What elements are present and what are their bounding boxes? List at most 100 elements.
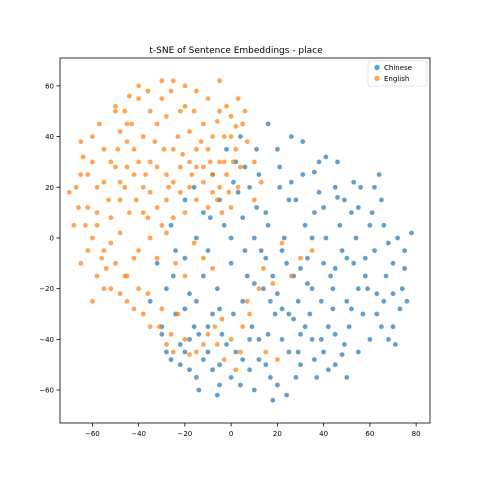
y-tick-label: 0 [50, 234, 54, 242]
data-point-chinese [369, 210, 375, 216]
data-point-english [90, 134, 95, 140]
data-point-chinese [355, 286, 361, 292]
data-point-english [159, 222, 165, 228]
data-point-english [117, 179, 123, 185]
data-point-english [194, 164, 199, 170]
data-point-english [214, 342, 220, 347]
data-point-chinese [362, 255, 368, 261]
data-point-english [124, 164, 130, 170]
data-point-chinese [214, 392, 220, 398]
data-point-chinese [265, 331, 271, 337]
data-point-english [205, 331, 211, 337]
data-point-chinese [217, 362, 223, 368]
data-point-english [140, 311, 146, 317]
data-point-english [164, 172, 169, 178]
data-point-chinese [196, 387, 202, 393]
data-point-chinese [256, 337, 262, 342]
data-point-english [168, 331, 174, 337]
data-point-chinese [379, 324, 384, 330]
data-point-english [131, 146, 137, 152]
data-point-english [182, 210, 188, 216]
data-point-english [240, 121, 246, 127]
data-point-english [140, 210, 146, 216]
data-point-chinese [383, 273, 389, 279]
data-point-chinese [307, 311, 313, 317]
data-point-english [217, 159, 223, 165]
data-point-english [78, 172, 84, 178]
data-point-chinese [397, 306, 403, 312]
data-point-english [198, 139, 204, 145]
data-point-english [147, 189, 153, 195]
data-point-chinese [344, 375, 350, 380]
data-point-chinese [244, 273, 250, 279]
data-point-chinese [379, 197, 384, 203]
data-point-english [117, 230, 123, 236]
data-point-english [201, 342, 206, 347]
data-point-english [164, 197, 169, 203]
data-point-english [226, 189, 232, 195]
data-point-english [170, 215, 176, 221]
data-point-english [275, 357, 280, 362]
data-point-english [201, 121, 206, 127]
data-point-english [115, 146, 121, 152]
data-point-english [189, 172, 195, 178]
data-point-chinese [293, 375, 299, 380]
data-point-chinese [335, 159, 340, 165]
data-point-english [78, 260, 84, 266]
data-point-english [101, 146, 107, 152]
data-point-english [170, 179, 176, 185]
data-point-english [233, 367, 239, 373]
data-point-english [166, 184, 172, 190]
data-point-english [124, 139, 130, 145]
data-point-english [240, 324, 246, 330]
data-point-chinese [300, 172, 306, 178]
data-point-chinese [182, 306, 188, 312]
data-point-chinese [349, 210, 354, 216]
data-point-chinese [238, 382, 243, 388]
data-point-chinese [318, 337, 324, 342]
data-point-english [182, 273, 188, 279]
data-point-english [113, 103, 118, 109]
y-tick-label: −60 [39, 387, 54, 395]
data-point-chinese [365, 286, 370, 292]
data-point-chinese [300, 139, 306, 145]
data-point-chinese [376, 172, 382, 178]
data-point-chinese [302, 222, 308, 228]
data-point-chinese [281, 235, 287, 241]
data-point-chinese [321, 260, 326, 266]
data-point-english [221, 134, 227, 140]
data-point-english [194, 88, 199, 94]
data-point-chinese [224, 146, 229, 152]
y-tick-label: 40 [45, 133, 54, 141]
data-point-english [122, 108, 128, 114]
data-point-english [207, 159, 213, 165]
data-point-chinese [251, 235, 257, 241]
x-tick-label: 60 [365, 430, 374, 438]
data-point-chinese [251, 387, 257, 393]
data-point-english [210, 189, 216, 195]
data-point-chinese [277, 164, 283, 170]
y-tick-label: 20 [45, 184, 54, 192]
data-point-chinese [242, 248, 248, 254]
data-point-english [131, 306, 137, 312]
data-point-chinese [270, 397, 276, 403]
data-point-english [136, 83, 142, 89]
data-point-english [263, 349, 269, 355]
data-point-chinese [335, 195, 340, 200]
data-point-chinese [355, 349, 361, 355]
data-point-english [159, 306, 165, 312]
data-point-english [212, 324, 218, 330]
data-point-english [94, 210, 100, 216]
data-point-chinese [214, 286, 220, 292]
data-point-english [170, 78, 176, 84]
data-point-english [106, 197, 111, 203]
data-point-chinese [191, 324, 197, 330]
y-tick-label: −20 [39, 285, 54, 293]
data-point-chinese [187, 337, 192, 342]
data-point-chinese [240, 298, 246, 304]
data-point-english [177, 189, 183, 195]
data-point-english [235, 184, 241, 190]
data-point-chinese [344, 255, 350, 261]
data-point-chinese [242, 164, 248, 170]
data-point-chinese [288, 134, 294, 140]
